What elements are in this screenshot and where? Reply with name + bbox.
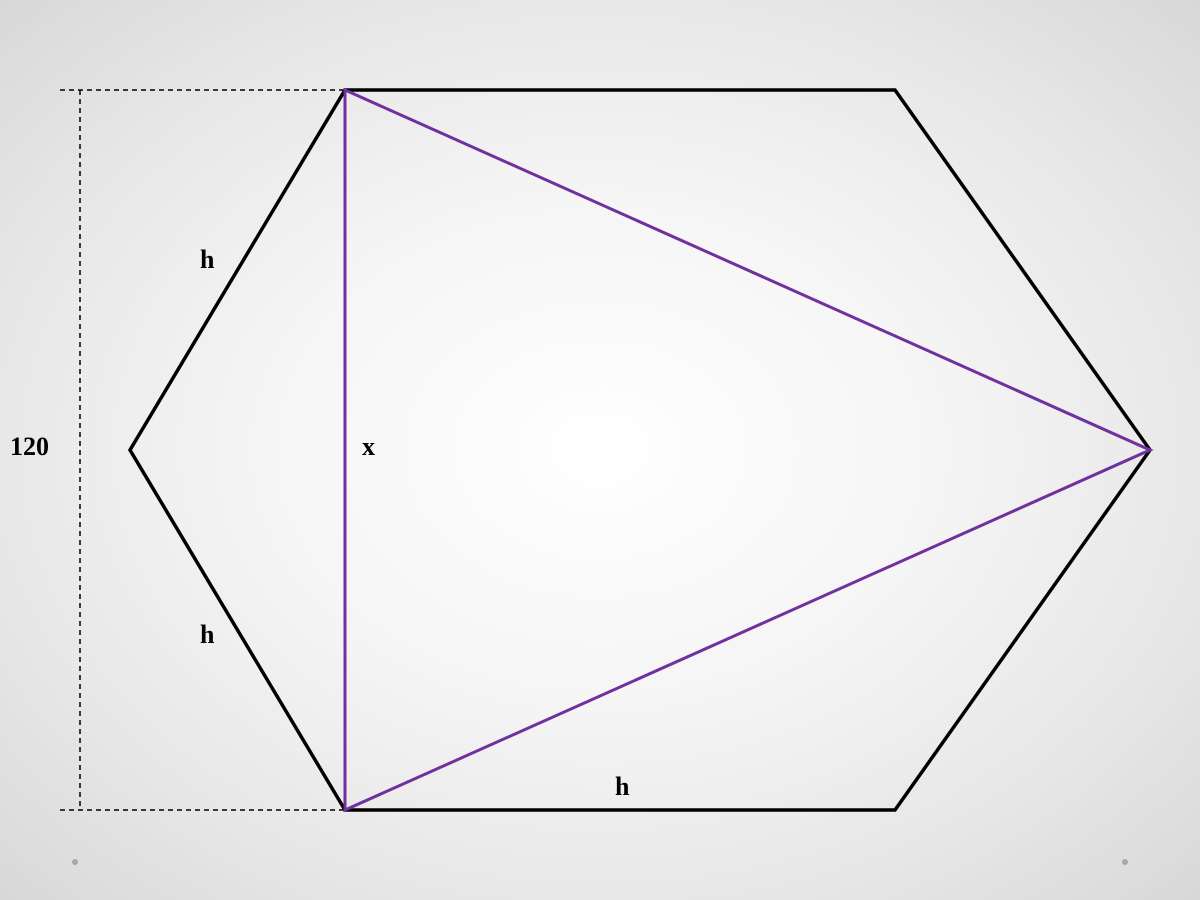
geometry-diagram: [0, 0, 1200, 900]
label-dim-120: 120: [10, 432, 49, 462]
decoration-dot: [1122, 859, 1128, 865]
inner-triangle: [345, 90, 1150, 810]
dimension-lines: [60, 90, 345, 810]
label-h-upper-left: h: [200, 245, 214, 275]
label-x-center: x: [362, 432, 375, 462]
label-h-lower-left: h: [200, 620, 214, 650]
decoration-dots: [72, 859, 1128, 865]
decoration-dot: [72, 859, 78, 865]
label-h-bottom: h: [615, 772, 629, 802]
hexagon-shape: [130, 90, 1150, 810]
